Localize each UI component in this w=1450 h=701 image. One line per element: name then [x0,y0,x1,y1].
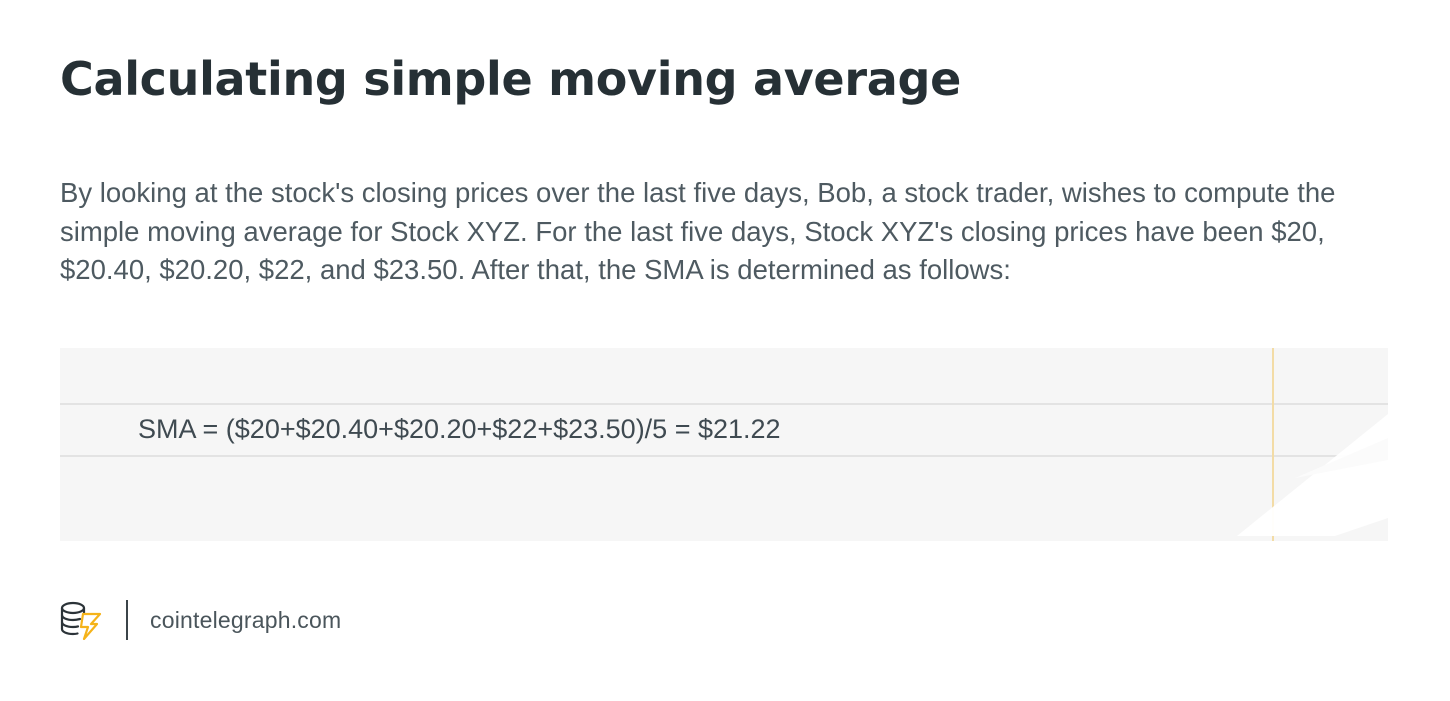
notebook-rule-top [60,403,1388,405]
formula-panel: SMA = ($20+$20.40+$20.20+$22+$23.50)/5 =… [60,348,1388,541]
notebook-rule-bottom [60,455,1388,457]
site-domain: cointelegraph.com [150,606,342,633]
sma-formula: SMA = ($20+$20.40+$20.20+$22+$23.50)/5 =… [138,414,781,444]
page-title: Calculating simple moving average [60,52,961,106]
intro-paragraph: By looking at the stock's closing prices… [60,177,1336,285]
cointelegraph-coins-icon[interactable] [60,600,102,640]
notebook-margin-line [1272,348,1274,541]
footer-divider [126,600,128,640]
page-curl-decoration [1237,414,1388,536]
footer: cointelegraph.com [60,598,341,642]
